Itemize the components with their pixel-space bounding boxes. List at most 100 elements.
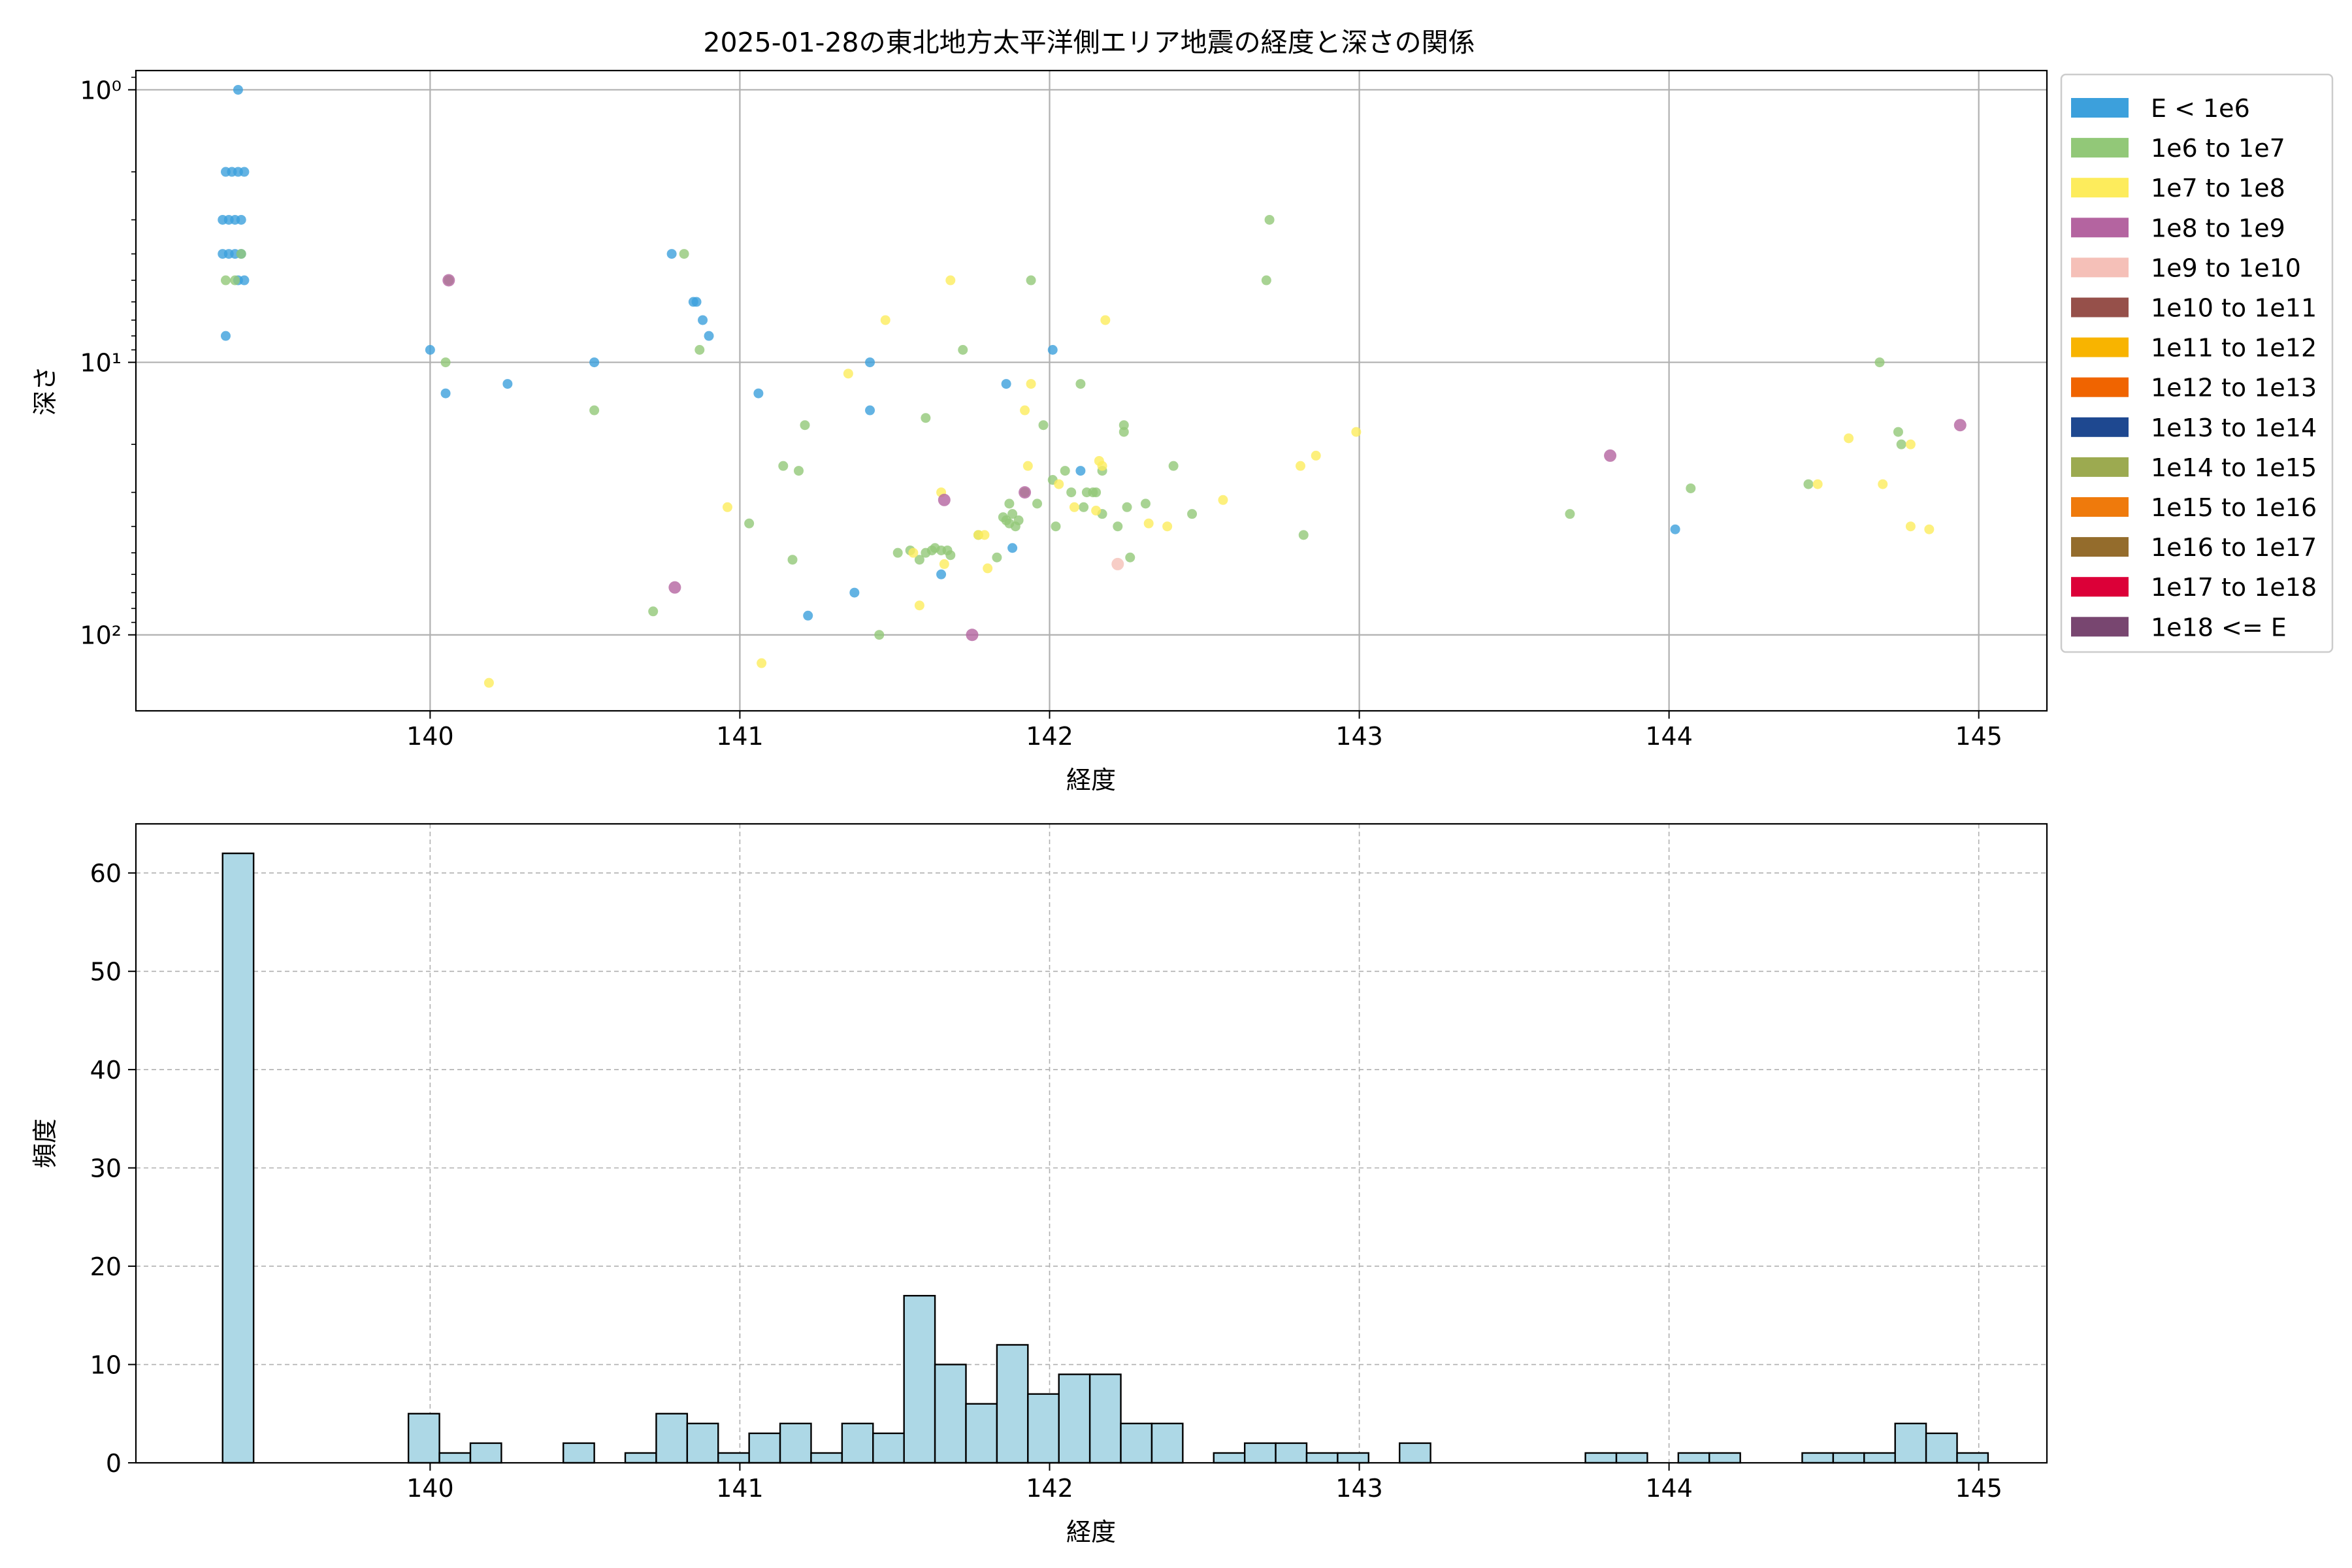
scatter-point [1905, 439, 1916, 449]
histogram-plot-area [136, 824, 2047, 1463]
scatter-point [442, 274, 455, 287]
y-tick-label: 10⁰ [80, 76, 122, 105]
histogram-bar [1058, 1373, 1091, 1464]
scatter-point [691, 297, 702, 307]
scatter-point [1022, 461, 1033, 471]
y-tick-label: 20 [90, 1252, 122, 1281]
histogram-bar [1398, 1442, 1431, 1464]
scatter-point [983, 563, 993, 574]
legend-swatch [2071, 98, 2129, 118]
histogram-bar [624, 1452, 657, 1464]
scatter-point [1878, 479, 1888, 489]
scatter-point [1686, 483, 1696, 493]
histogram-grid [136, 824, 2047, 1463]
legend-entries: E < 1e6 1e6 to 1e7 1e7 to 1e8 1e8 to 1e9 1e9… [2071, 94, 2317, 642]
histogram-bar [1894, 1422, 1927, 1464]
histogram-bar [1305, 1452, 1339, 1464]
scatter-point [787, 555, 798, 565]
histogram-bar [1027, 1393, 1060, 1464]
scatter-point [722, 502, 732, 512]
histogram-bar [1213, 1452, 1246, 1464]
scatter-point [1097, 461, 1107, 471]
scatter-point [1069, 502, 1079, 512]
histogram-bar [965, 1403, 998, 1464]
scatter-x-ticks: 140 141 142 143 144 145 [406, 711, 2002, 751]
scatter-point [1125, 552, 1135, 563]
scatter-point [1140, 498, 1151, 509]
histogram-bar [1120, 1422, 1153, 1464]
legend-label: 1e17 to 1e18 [2151, 573, 2317, 602]
scatter-point [668, 581, 681, 594]
scatter-point [1812, 479, 1823, 489]
legend: E < 1e6 1e6 to 1e7 1e7 to 1e8 1e8 to 1e9 1e9… [2060, 73, 2334, 653]
scatter-point [914, 555, 924, 565]
legend-label: 1e10 to 1e11 [2151, 294, 2317, 323]
scatter-point [939, 559, 949, 569]
legend-swatch [2071, 377, 2129, 397]
scatter-point [778, 461, 789, 471]
scatter-point [1218, 495, 1228, 505]
x-tick-label: 142 [1026, 1474, 1073, 1503]
scatter-point [1295, 461, 1305, 471]
histogram-bar [438, 1452, 472, 1464]
histogram-bar [1337, 1452, 1369, 1464]
scatter-point [220, 275, 231, 286]
legend-label: 1e13 to 1e14 [2151, 414, 2317, 442]
histogram-bar [221, 852, 255, 1464]
scatter-point [800, 420, 810, 431]
scatter-point [483, 678, 494, 688]
histogram-panel: 140 141 142 143 144 145 0 10 20 30 40 50 60 経度 頻度 [31, 823, 2048, 1546]
scatter-point [1893, 427, 1903, 437]
histogram-y-axis-label: 頻度 [31, 1119, 59, 1168]
scatter-point [1168, 461, 1179, 471]
scatter-point [849, 587, 860, 598]
legend-swatch [2071, 577, 2129, 597]
scatter-point [1187, 509, 1198, 519]
histogram-bar [717, 1452, 750, 1464]
legend-swatch [2071, 297, 2129, 318]
histogram-bar [469, 1442, 502, 1464]
scatter-point [239, 167, 250, 177]
scatter-point [1874, 357, 1885, 368]
scatter-grid [136, 71, 2047, 711]
legend-label: 1e7 to 1e8 [2151, 174, 2285, 203]
scatter-point [1047, 344, 1058, 355]
scatter-point [744, 518, 755, 529]
scatter-point [908, 547, 919, 558]
scatter-point [945, 275, 956, 286]
legend-label: 1e6 to 1e7 [2151, 134, 2285, 163]
scatter-point [440, 388, 451, 399]
x-tick-label: 143 [1335, 1474, 1383, 1503]
scatter-point [589, 405, 600, 416]
scatter-point [1111, 557, 1124, 570]
histogram-x-ticks: 140 141 142 143 144 145 [406, 1463, 2002, 1503]
scatter-point [936, 569, 947, 580]
scatter-point [1007, 509, 1018, 519]
scatter-point [794, 466, 804, 476]
histogram-bar [1863, 1452, 1896, 1464]
x-tick-label: 144 [1645, 1474, 1693, 1503]
scatter-point [704, 331, 714, 341]
scatter-point [694, 344, 705, 355]
histogram-bar [841, 1422, 874, 1464]
scatter-point [1905, 521, 1916, 532]
scatter-point [1844, 433, 1854, 444]
scatter-point [1351, 427, 1362, 437]
legend-swatch [2071, 417, 2129, 437]
scatter-point [1264, 214, 1275, 225]
scatter-point [1001, 379, 1011, 389]
histogram-bars [221, 852, 1989, 1464]
scatter-point [233, 84, 243, 95]
scatter-point [1075, 379, 1086, 389]
scatter-point [236, 249, 246, 259]
histogram-bar [903, 1295, 936, 1464]
legend-swatch [2071, 218, 2129, 238]
x-tick-label: 141 [716, 722, 764, 751]
scatter-point [865, 405, 875, 416]
scatter-point [698, 315, 708, 325]
scatter-point [1119, 420, 1129, 431]
scatter-point [648, 606, 659, 617]
scatter-point [1924, 524, 1935, 534]
legend-swatch [2071, 138, 2129, 158]
